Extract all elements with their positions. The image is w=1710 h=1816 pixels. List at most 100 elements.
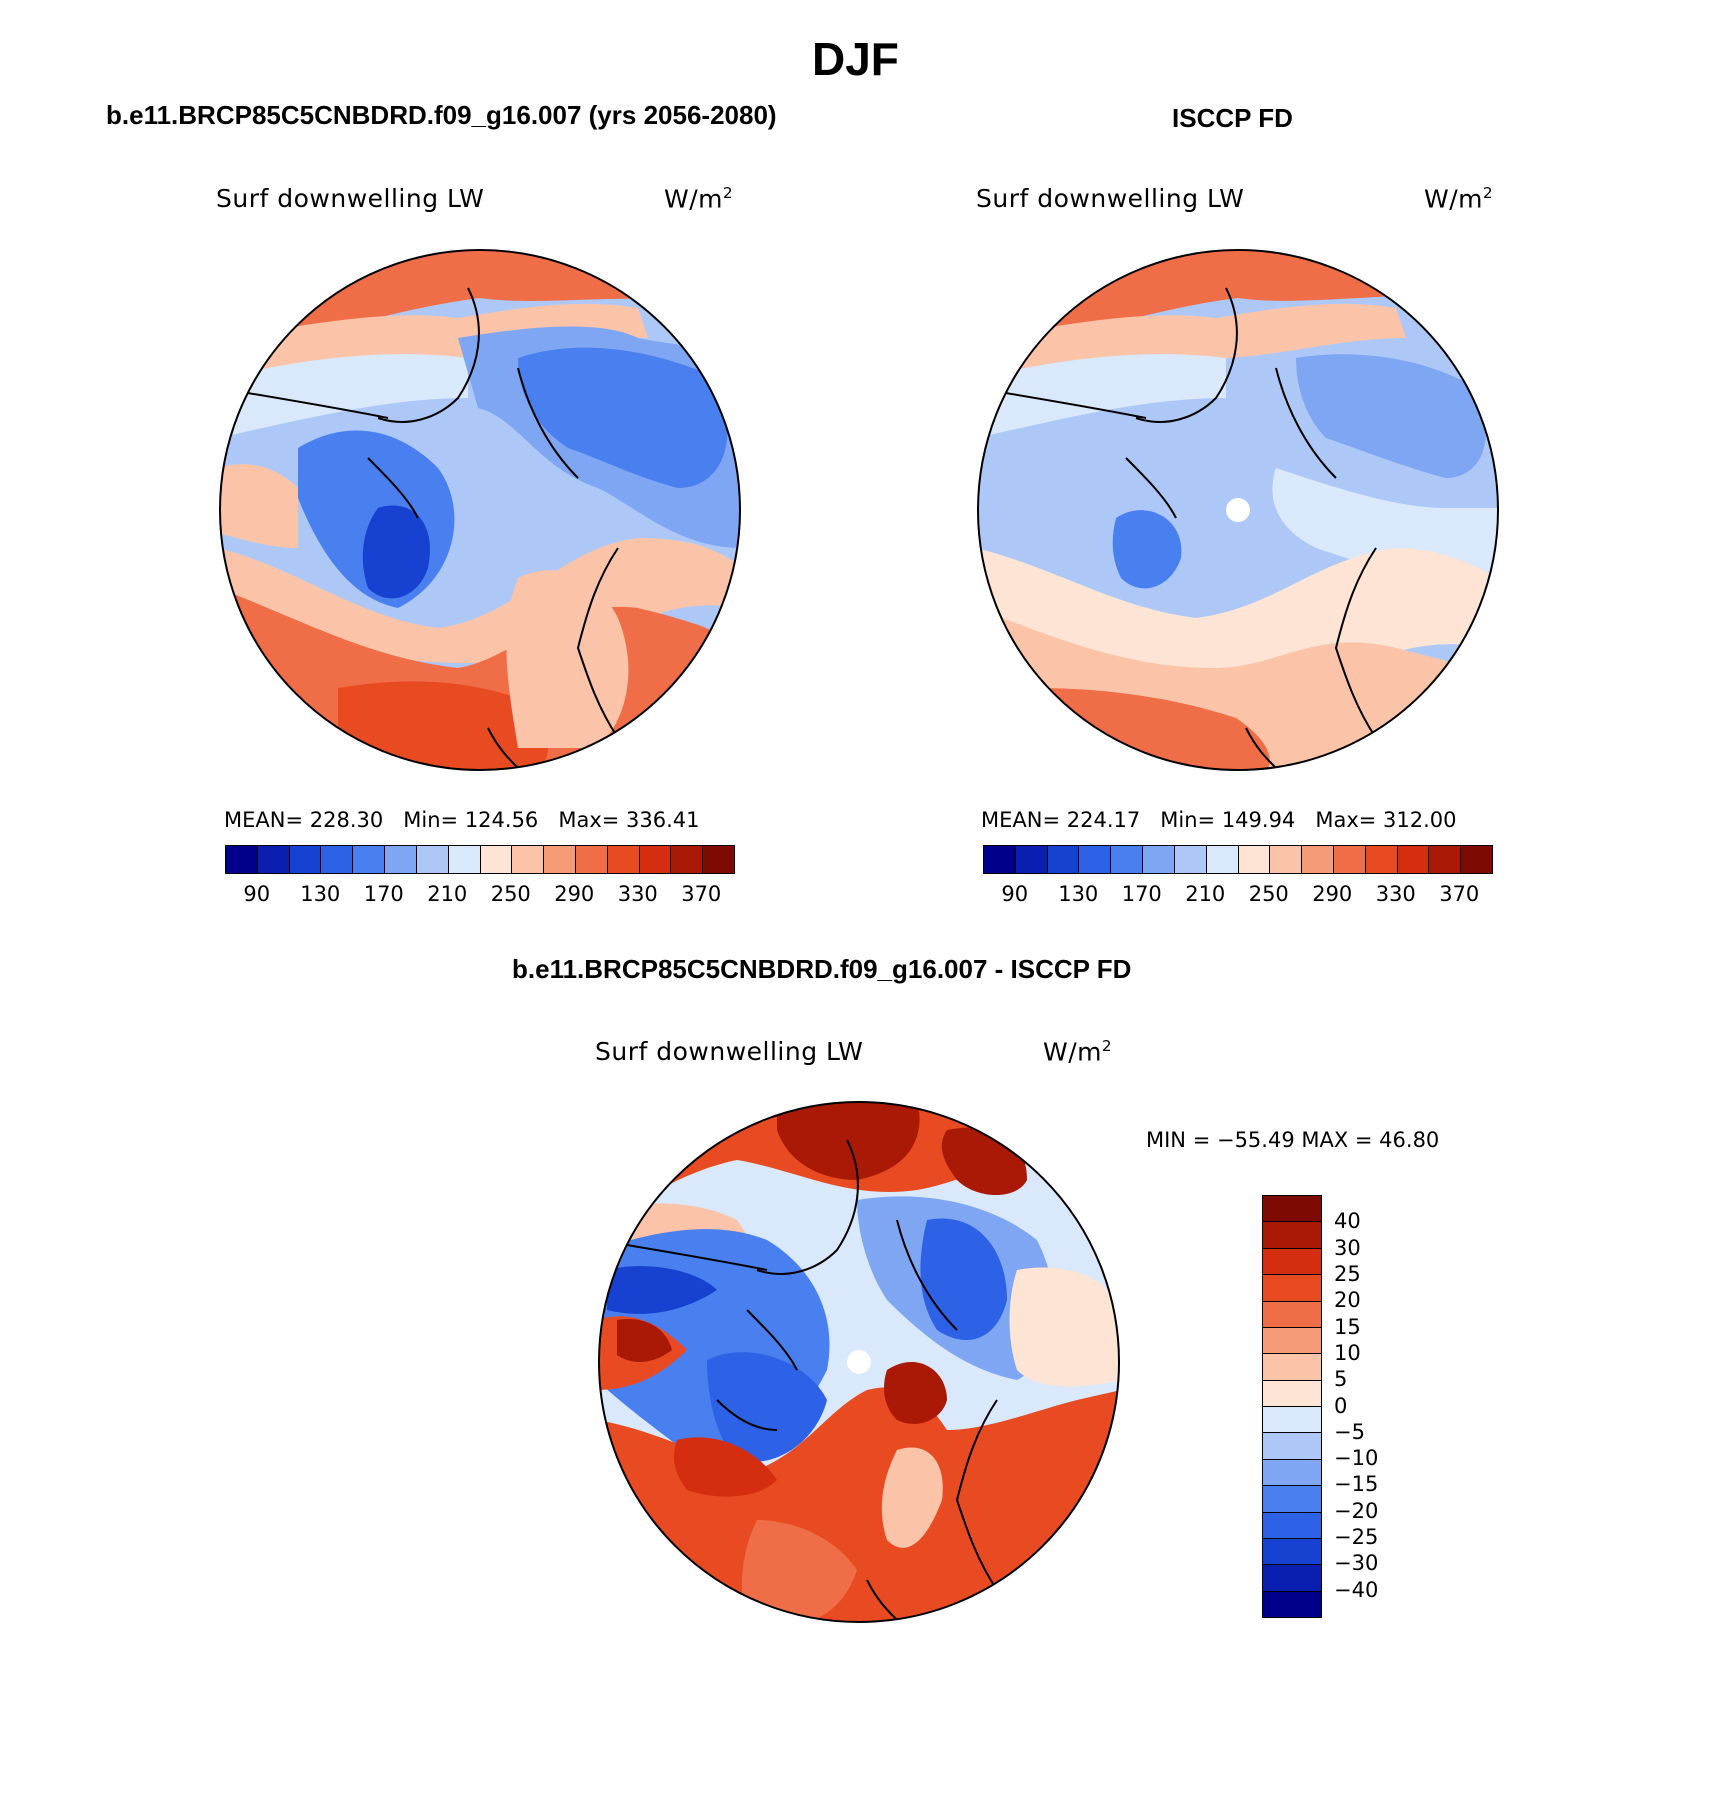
model-panel-header: b.e11.BRCP85C5CNBDRD.f09_g16.007 (yrs 20… <box>106 100 777 130</box>
model-units-label: W/m2 <box>664 184 734 214</box>
colorbar-swatch <box>1110 846 1143 873</box>
colorbar-swatch <box>1263 1247 1321 1275</box>
obs-stats: MEAN= 224.17 Min= 149.94 Max= 312.00 <box>981 808 1457 832</box>
colorbar-tick-label: 0 <box>1334 1393 1348 1418</box>
colorbar-tick-label: 290 <box>554 882 595 906</box>
colorbar-swatch <box>1263 1221 1321 1248</box>
colorbar-swatch <box>1263 1432 1321 1459</box>
colorbar-swatch <box>1263 1196 1321 1222</box>
colorbar-swatch <box>1269 846 1302 873</box>
diff-minmax: MIN = −55.49 MAX = 46.80 <box>1146 1128 1440 1152</box>
colorbar-tick-label: 10 <box>1334 1340 1361 1365</box>
diff-colorbar <box>1262 1195 1322 1618</box>
model-stats: MEAN= 228.30 Min= 124.56 Max= 336.41 <box>224 808 700 832</box>
colorbar-swatch <box>1263 1406 1321 1433</box>
colorbar-swatch <box>606 846 639 873</box>
colorbar-swatch <box>1142 846 1174 873</box>
colorbar-swatch <box>1263 1353 1321 1380</box>
model-variable-label: Surf downwelling LW <box>216 184 485 213</box>
colorbar-swatch <box>1263 1300 1321 1327</box>
colorbar-tick-label: 370 <box>681 882 722 906</box>
diff-panel-header: b.e11.BRCP85C5CNBDRD.f09_g16.007 - ISCCP… <box>512 954 1132 984</box>
colorbar-swatch <box>1046 846 1079 873</box>
colorbar-tick-label: 330 <box>617 882 658 906</box>
obs-colorbar <box>983 845 1493 874</box>
colorbar-swatch <box>447 846 480 873</box>
colorbar-swatch <box>1014 846 1047 873</box>
colorbar-swatch <box>1263 1537 1321 1565</box>
colorbar-tick-label: 40 <box>1334 1209 1361 1234</box>
colorbar-swatch <box>479 846 512 873</box>
diff-variable-label: Surf downwelling LW <box>595 1037 864 1066</box>
colorbar-swatch <box>1301 846 1333 873</box>
colorbar-swatch <box>638 846 671 873</box>
colorbar-swatch <box>288 846 321 873</box>
diff-polar-map <box>598 1101 1120 1623</box>
obs-variable-label: Surf downwelling LW <box>976 184 1245 213</box>
colorbar-swatch <box>415 846 448 873</box>
colorbar-tick-label: 30 <box>1334 1235 1361 1260</box>
obs-polar-map <box>977 249 1499 771</box>
model-polar-map <box>219 249 741 771</box>
colorbar-swatch <box>1263 1458 1321 1486</box>
colorbar-tick-label: −30 <box>1334 1551 1379 1576</box>
colorbar-tick-label: −20 <box>1334 1498 1379 1523</box>
colorbar-swatch <box>1078 846 1111 873</box>
colorbar-tick-label: 15 <box>1334 1314 1361 1339</box>
colorbar-swatch <box>543 846 575 873</box>
diff-units-label: W/m2 <box>1043 1037 1113 1067</box>
colorbar-tick-label: 250 <box>1248 882 1289 906</box>
colorbar-swatch <box>670 846 703 873</box>
colorbar-swatch <box>984 846 1015 873</box>
colorbar-tick-label: 20 <box>1334 1288 1361 1313</box>
colorbar-tick-label: 5 <box>1334 1367 1348 1392</box>
colorbar-swatch <box>1364 846 1397 873</box>
colorbar-swatch <box>1428 846 1461 873</box>
colorbar-swatch <box>352 846 385 873</box>
colorbar-tick-label: 130 <box>300 882 341 906</box>
colorbar-tick-label: −25 <box>1334 1525 1379 1550</box>
colorbar-tick-label: 170 <box>363 882 404 906</box>
colorbar-swatch <box>1263 1326 1321 1354</box>
colorbar-swatch <box>1205 846 1238 873</box>
colorbar-tick-label: 290 <box>1312 882 1353 906</box>
colorbar-swatch <box>1396 846 1429 873</box>
colorbar-swatch <box>1263 1590 1321 1617</box>
colorbar-swatch <box>226 846 257 873</box>
colorbar-swatch <box>511 846 544 873</box>
colorbar-tick-label: 330 <box>1375 882 1416 906</box>
colorbar-tick-label: 25 <box>1334 1261 1361 1286</box>
colorbar-swatch <box>1263 1274 1321 1301</box>
colorbar-swatch <box>1332 846 1365 873</box>
colorbar-swatch <box>1263 1511 1321 1538</box>
colorbar-swatch <box>574 846 607 873</box>
colorbar-swatch <box>256 846 289 873</box>
colorbar-tick-label: 210 <box>1185 882 1226 906</box>
colorbar-swatch <box>320 846 353 873</box>
colorbar-swatch <box>1460 846 1492 873</box>
obs-panel-header: ISCCP FD <box>1172 103 1293 133</box>
colorbar-tick-label: 90 <box>1001 882 1029 906</box>
colorbar-tick-label: 170 <box>1121 882 1162 906</box>
figure-title: DJF <box>812 33 899 85</box>
colorbar-swatch <box>1263 1379 1321 1406</box>
colorbar-tick-label: 90 <box>243 882 271 906</box>
diff-colorbar-ticks: 40 30 25 20 15 10 5 0 −5 −10 −15 −20 −25 −30 −40 <box>1334 1195 1414 1616</box>
colorbar-tick-label: 250 <box>490 882 531 906</box>
colorbar-tick-label: −40 <box>1334 1577 1379 1602</box>
obs-units-label: W/m2 <box>1424 184 1494 214</box>
colorbar-tick-label: 370 <box>1439 882 1480 906</box>
model-colorbar-ticks: 90 130 170 210 250 290 330 370 <box>225 882 733 908</box>
colorbar-tick-label: −10 <box>1334 1446 1379 1471</box>
model-colorbar <box>225 845 735 874</box>
colorbar-tick-label: −5 <box>1334 1419 1365 1444</box>
colorbar-swatch <box>1263 1485 1321 1512</box>
colorbar-swatch <box>1237 846 1270 873</box>
obs-colorbar-ticks: 90 130 170 210 250 290 330 370 <box>983 882 1491 908</box>
colorbar-tick-label: −15 <box>1334 1472 1379 1497</box>
colorbar-swatch <box>384 846 416 873</box>
colorbar-swatch <box>1263 1564 1321 1591</box>
colorbar-swatch <box>1173 846 1206 873</box>
colorbar-tick-label: 210 <box>427 882 468 906</box>
colorbar-swatch <box>702 846 734 873</box>
